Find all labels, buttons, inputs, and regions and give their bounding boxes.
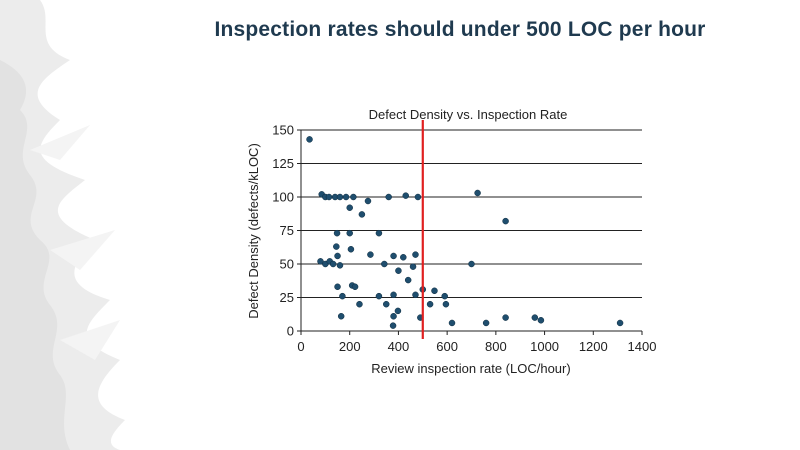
data-point (306, 136, 313, 143)
slide-title: Inspection rates should under 500 LOC pe… (214, 18, 706, 41)
y-tick-label: 50 (280, 257, 294, 272)
data-point (412, 251, 419, 258)
data-point (336, 193, 344, 201)
data-point (329, 260, 337, 268)
data-point (414, 193, 422, 201)
data-point (337, 313, 345, 320)
data-points (306, 136, 624, 329)
data-point (375, 229, 383, 237)
data-point (482, 319, 490, 327)
data-point (537, 317, 545, 324)
x-tick-label: 400 (388, 339, 410, 354)
data-point (390, 313, 397, 320)
data-point (375, 292, 383, 300)
data-point (325, 193, 333, 201)
data-point (442, 300, 450, 308)
data-point (381, 260, 388, 268)
data-point (441, 292, 448, 300)
x-tick-label: 0 (297, 339, 304, 354)
data-point (474, 189, 481, 197)
x-axis-label: Review inspection rate (LOC/hour) (371, 361, 570, 376)
data-point (358, 211, 366, 218)
data-point (342, 193, 350, 201)
x-tick-label: 600 (436, 339, 458, 354)
data-point (334, 283, 341, 291)
x-tick-label: 1200 (579, 339, 608, 354)
y-tick-label: 0 (287, 324, 294, 339)
x-tick-label: 1000 (530, 339, 559, 354)
data-point (350, 193, 357, 201)
brush-stroke-decoration (0, 0, 125, 450)
data-point (468, 260, 475, 268)
y-tick-labels: 0 25 50 75 100 125 150 (272, 123, 294, 339)
data-point (364, 197, 372, 205)
y-tick-label: 25 (280, 290, 294, 305)
data-point (616, 319, 624, 327)
data-point (402, 192, 409, 199)
data-point (412, 291, 419, 299)
x-tick-label: 200 (339, 339, 361, 354)
y-tick-label: 100 (272, 190, 294, 205)
data-point (383, 300, 390, 308)
data-point (531, 314, 539, 321)
data-point (448, 319, 456, 327)
data-point (394, 307, 402, 315)
y-axis-label: Defect Density (defects/kLOC) (246, 143, 261, 319)
data-point (431, 287, 438, 295)
data-point (333, 229, 341, 237)
data-point (367, 251, 374, 258)
data-point (409, 263, 417, 270)
data-point (351, 283, 359, 291)
data-point (385, 193, 392, 201)
data-point (389, 322, 397, 329)
data-point (339, 292, 346, 300)
data-point (390, 252, 397, 260)
data-point (346, 204, 353, 211)
x-tick-labels: 0 200 400 600 800 1000 1200 1400 (297, 339, 656, 354)
data-point (400, 254, 407, 261)
y-tick-label: 150 (272, 123, 294, 138)
data-point (426, 300, 434, 308)
data-point (356, 300, 363, 308)
data-point (390, 291, 397, 299)
data-point (502, 217, 509, 225)
x-tick-label: 1400 (628, 339, 657, 354)
data-point (502, 314, 509, 321)
data-point (333, 243, 340, 250)
data-point (334, 252, 341, 260)
y-tick-label: 75 (280, 223, 294, 238)
x-tick-label: 800 (485, 339, 507, 354)
y-tick-label: 125 (272, 156, 294, 171)
scatter-chart: Defect Density vs. Inspection Rate 0 25 50… (246, 107, 656, 376)
data-point (317, 258, 324, 265)
chart-title: Defect Density vs. Inspection Rate (369, 107, 568, 122)
data-point (404, 276, 412, 284)
data-point (336, 262, 344, 269)
data-point (346, 229, 353, 237)
data-point (395, 267, 402, 274)
data-point (347, 246, 355, 253)
